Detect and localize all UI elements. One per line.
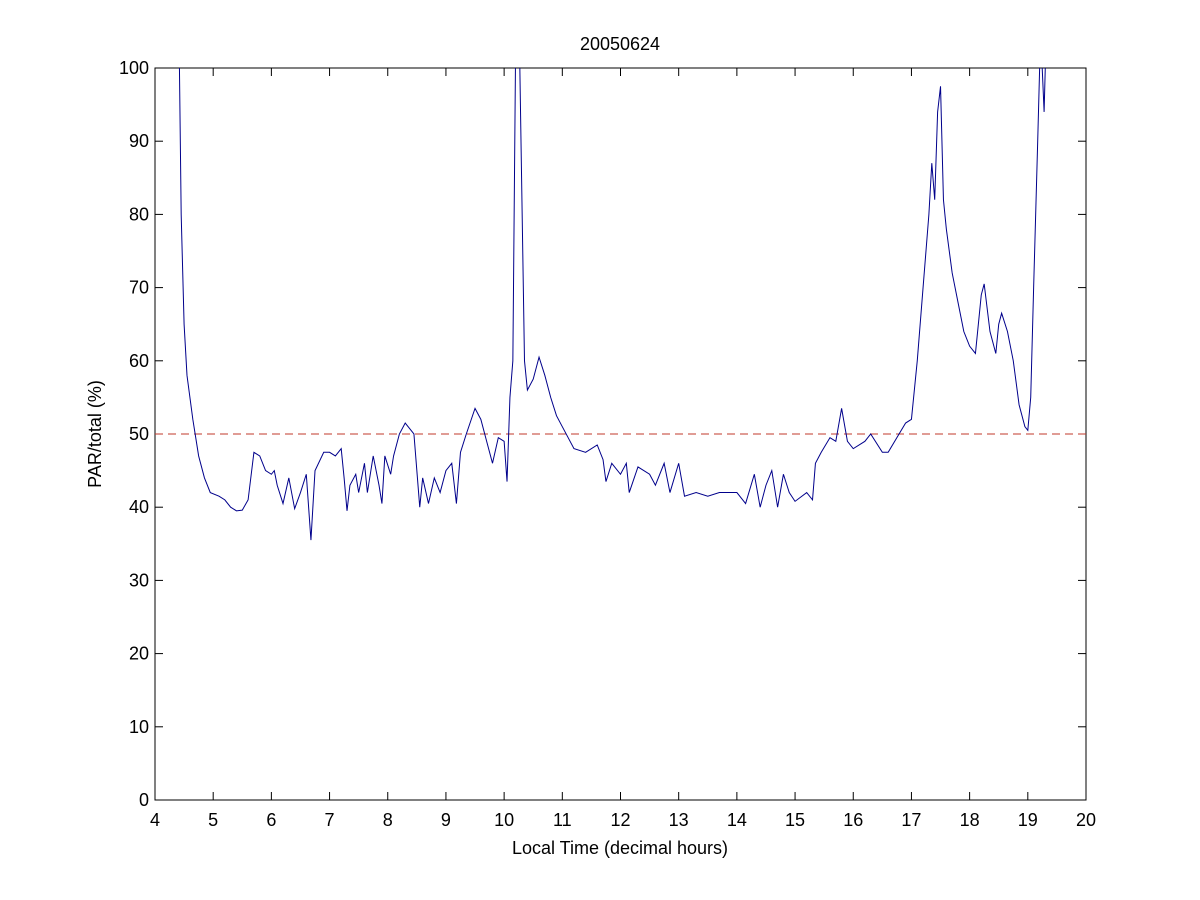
x-tick-label: 12 [610, 810, 630, 830]
y-tick-label: 100 [119, 58, 149, 78]
y-tick-label: 50 [129, 424, 149, 444]
y-tick-label: 90 [129, 131, 149, 151]
y-tick-label: 10 [129, 717, 149, 737]
y-tick-label: 0 [139, 790, 149, 810]
y-tick-label: 60 [129, 351, 149, 371]
x-tick-label: 17 [901, 810, 921, 830]
x-tick-label: 14 [727, 810, 747, 830]
x-tick-label: 15 [785, 810, 805, 830]
x-tick-label: 16 [843, 810, 863, 830]
y-tick-label: 80 [129, 204, 149, 224]
x-tick-label: 7 [325, 810, 335, 830]
x-tick-label: 18 [960, 810, 980, 830]
x-tick-label: 9 [441, 810, 451, 830]
y-tick-label: 70 [129, 278, 149, 298]
x-tick-label: 5 [208, 810, 218, 830]
y-tick-label: 30 [129, 570, 149, 590]
y-tick-label: 40 [129, 497, 149, 517]
chart-title: 20050624 [580, 34, 660, 54]
x-tick-label: 13 [669, 810, 689, 830]
x-tick-label: 11 [553, 810, 572, 830]
data-line [178, 68, 1046, 541]
x-axis-label: Local Time (decimal hours) [512, 838, 728, 858]
x-tick-label: 4 [150, 810, 160, 830]
x-tick-label: 6 [266, 810, 276, 830]
x-tick-label: 10 [494, 810, 514, 830]
y-tick-label: 20 [129, 644, 149, 664]
y-axis-label: PAR/total (%) [85, 380, 105, 488]
plot-frame [154, 67, 1087, 801]
x-tick-label: 8 [383, 810, 393, 830]
x-tick-label: 20 [1076, 810, 1096, 830]
x-tick-label: 19 [1018, 810, 1038, 830]
